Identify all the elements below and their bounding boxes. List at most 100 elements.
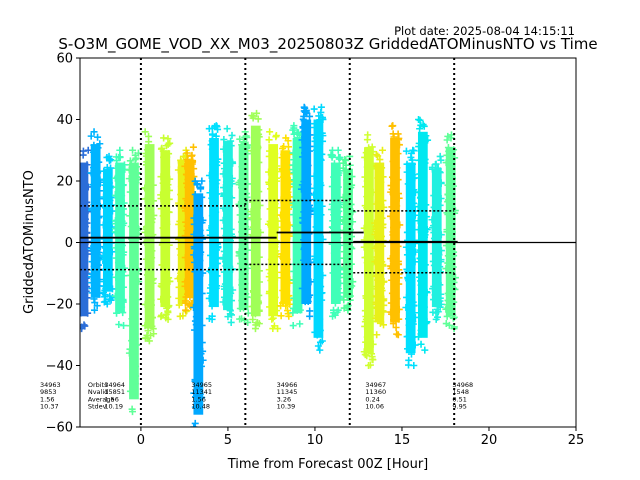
orbit-band-core — [238, 144, 249, 311]
data-point — [191, 177, 199, 185]
data-point — [372, 151, 380, 159]
stats-value: 34967 — [365, 381, 386, 389]
data-point — [146, 331, 154, 339]
data-point — [183, 149, 191, 157]
stats-value: 34964 — [104, 381, 125, 389]
orbit-band-core — [364, 147, 374, 354]
data-point — [342, 156, 350, 164]
data-point — [116, 146, 124, 154]
data-point — [90, 128, 98, 136]
stats-row-label: Stdev — [88, 403, 107, 411]
x-tick-label: 5 — [224, 433, 232, 448]
data-point — [191, 419, 199, 427]
x-tick-label: 15 — [394, 433, 411, 448]
data-point — [249, 316, 257, 324]
orbit-band-core — [431, 168, 442, 308]
data-point — [407, 153, 415, 161]
data-point — [317, 108, 325, 116]
data-point — [303, 109, 311, 117]
data-point — [132, 154, 140, 162]
stats-row-label: Nvalid — [88, 388, 108, 396]
stats-value: 3.26 — [277, 395, 291, 403]
data-point — [368, 355, 376, 363]
data-point — [366, 361, 374, 369]
data-point — [392, 324, 400, 332]
orbit-band-4 — [125, 146, 143, 416]
data-point — [363, 136, 371, 144]
stats-row-label: Orbits — [88, 381, 108, 389]
data-point — [416, 125, 424, 133]
data-point — [179, 312, 187, 320]
data-point — [129, 146, 137, 154]
stats-value: 11360 — [365, 388, 386, 396]
data-point — [181, 299, 189, 307]
data-point — [188, 152, 196, 160]
stats-value: 34966 — [277, 381, 298, 389]
data-point — [447, 134, 455, 142]
data-point — [328, 153, 336, 161]
orbit-band-21 — [360, 131, 378, 369]
y-tick-label: 0 — [65, 236, 73, 251]
data-point — [101, 291, 109, 299]
orbit-band-core — [445, 147, 456, 317]
data-point — [103, 153, 111, 161]
stats-value: 0.24 — [365, 395, 379, 403]
data-point — [314, 342, 322, 350]
orbit-band-core — [144, 144, 155, 329]
y-tick-label: 60 — [56, 52, 73, 67]
orbit-band-25 — [414, 116, 432, 354]
x-tick-label: 25 — [568, 433, 585, 448]
data-point — [185, 300, 193, 308]
stats-value: 15851 — [104, 388, 125, 396]
y-axis-label: GriddedATOMinusNTO — [22, 170, 37, 314]
data-point — [296, 320, 304, 328]
data-point — [363, 352, 371, 360]
data-point — [433, 313, 441, 321]
data-point — [80, 323, 86, 331]
data-point — [373, 331, 381, 339]
data-point — [405, 356, 413, 364]
data-point — [223, 125, 231, 133]
stats-value: 10.37 — [40, 403, 59, 411]
data-point — [162, 314, 170, 322]
data-point — [162, 142, 170, 150]
reference-lines — [80, 58, 576, 427]
stats-value: 11341 — [191, 388, 212, 396]
data-point — [141, 334, 149, 342]
orbit-band-26 — [428, 152, 445, 323]
data-point — [94, 133, 102, 141]
orbit-band-core — [177, 162, 188, 304]
stats-value: 9853 — [40, 388, 57, 396]
orbit-band-9 — [190, 177, 207, 427]
data-point — [344, 301, 352, 309]
stats-annotations: OrbitsNvalidAverageStdev3496398531.5610.… — [40, 381, 473, 411]
data-point — [214, 125, 222, 133]
orbit-band-23 — [386, 122, 404, 339]
stats-row-label: Average — [88, 395, 115, 403]
data-point — [388, 122, 396, 130]
data-point — [402, 147, 410, 155]
y-tick-label: −20 — [46, 298, 73, 313]
stats-value: 34968 — [452, 381, 473, 389]
data-point — [316, 346, 324, 354]
orbit-band-core — [292, 137, 303, 314]
orbit-band-core — [102, 168, 113, 292]
x-axis: 0 5 10 15 20 25 — [137, 427, 585, 448]
data-point — [254, 115, 262, 123]
data-point — [197, 183, 205, 191]
data-point — [290, 130, 298, 138]
data-point — [277, 312, 285, 320]
data-point — [330, 306, 337, 314]
data-point — [341, 156, 349, 164]
stats-value: 34963 — [40, 381, 61, 389]
orbit-band-core — [80, 162, 89, 317]
stats-value: 34965 — [191, 381, 212, 389]
orbit-band-0 — [80, 146, 92, 333]
orbit-band-core — [193, 193, 204, 415]
data-point — [268, 315, 276, 323]
data-point — [376, 156, 384, 164]
data-point — [93, 302, 101, 310]
data-point — [236, 135, 244, 143]
data-point — [107, 156, 115, 164]
